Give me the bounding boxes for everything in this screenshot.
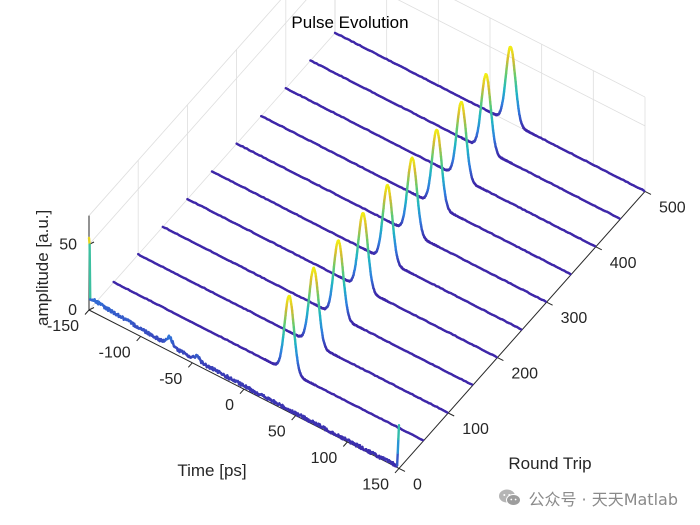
- y-tick-label: 300: [561, 310, 588, 327]
- watermark: 公众号 · 天天Matlab: [498, 485, 678, 511]
- z-tick-label: 50: [59, 237, 77, 254]
- box-edge-top-left: [88, 0, 282, 216]
- x-tick-label: 50: [268, 424, 286, 441]
- x-tick-mark: [136, 336, 142, 342]
- y-tick-mark: [595, 246, 603, 251]
- y-tick-mark: [497, 357, 504, 362]
- y-axis-label: Round Trip: [508, 454, 591, 473]
- z-tick-mark: [88, 307, 95, 311]
- x-tick-mark: [291, 415, 297, 421]
- curve-segment: [493, 354, 498, 359]
- y-tick-mark: [644, 190, 652, 195]
- series-round-trip-200: [186, 197, 498, 359]
- x-tick-label: -150: [47, 318, 79, 335]
- x-tick-label: 150: [362, 476, 389, 493]
- grid-line-left-wall-z: [88, 0, 307, 245]
- series-curves: [87, 31, 646, 468]
- series-round-trip-50: [112, 280, 424, 442]
- y-tick-label: 100: [462, 421, 489, 438]
- x-axis-label: Time [ps]: [177, 461, 246, 480]
- curve-segment: [419, 438, 424, 442]
- x-tick-mark: [84, 309, 90, 315]
- x-tick-label: -100: [99, 344, 131, 361]
- tick-labels: -150 -100 -50 0 50 100 150 0 100 200 300 400 500 0 50: [47, 199, 686, 493]
- wechat-icon: [499, 489, 522, 506]
- y-tick-label: 0: [413, 476, 422, 493]
- y-tick-mark: [546, 301, 553, 306]
- curve-segment: [397, 423, 401, 441]
- grid-line-back-wall-z: [397, 0, 646, 127]
- series-round-trip-150: [161, 225, 474, 386]
- x-tick-label: 0: [225, 397, 234, 414]
- series-round-trip-350: [260, 114, 572, 276]
- series-round-trip-500: [333, 31, 646, 193]
- curve-segment: [444, 410, 449, 414]
- curve-segment: [640, 188, 646, 193]
- x-tick-label: 100: [311, 450, 338, 467]
- chart-title: Pulse Evolution: [291, 13, 409, 32]
- curve-segment: [517, 327, 523, 331]
- z-axis-label: amplitude [a.u.]: [33, 210, 52, 326]
- curve-segment: [616, 216, 621, 220]
- x-tick-mark: [394, 468, 400, 474]
- series-round-trip-0: [87, 236, 401, 468]
- curve-segment: [468, 382, 474, 386]
- series-round-trip-100: [136, 252, 449, 414]
- y-tick-label: 200: [511, 366, 538, 383]
- curve-segment: [395, 451, 399, 467]
- curve-segment: [542, 299, 547, 303]
- watermark-text: 公众号 · 天天Matlab: [528, 490, 678, 509]
- series-round-trip-400: [284, 86, 597, 248]
- y-tick-label: 400: [610, 255, 637, 272]
- x-tick-label: -50: [159, 371, 182, 388]
- curve-segment: [88, 243, 92, 301]
- y-tick-label: 500: [659, 199, 686, 216]
- series-round-trip-450: [309, 59, 621, 220]
- curve-segment: [396, 437, 400, 455]
- series-round-trip-300: [235, 142, 547, 303]
- x-tick-mark: [187, 362, 193, 368]
- grid-lines: [88, 0, 646, 311]
- y-tick-mark: [447, 412, 455, 417]
- x-tick-mark: [342, 441, 348, 447]
- y-tick-mark: [398, 467, 406, 472]
- z-tick-label: 0: [68, 302, 77, 319]
- box-edge-top-back: [454, 0, 646, 98]
- curve-segment: [591, 243, 597, 248]
- curve-segment: [567, 271, 572, 276]
- series-round-trip-250: [210, 170, 523, 331]
- x-tick-mark: [239, 388, 245, 395]
